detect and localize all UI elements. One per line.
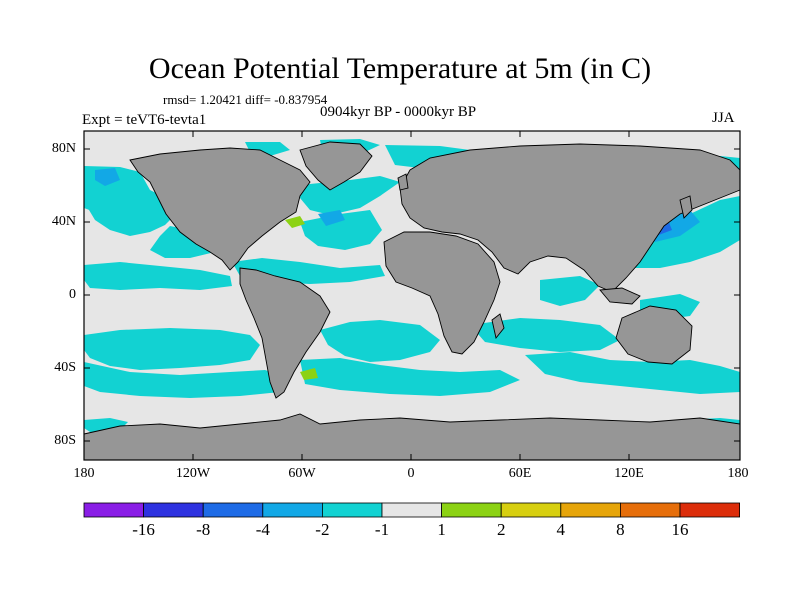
lon-tick-120w: 120W — [175, 466, 211, 481]
lat-tick-80s: 80S — [54, 433, 76, 448]
south-america — [239, 267, 331, 399]
madagascar — [491, 313, 505, 340]
north-america — [129, 147, 311, 271]
lon-tick-60w: 60W — [288, 466, 316, 481]
australia — [615, 305, 693, 365]
colorbar-box-9 — [620, 502, 681, 518]
colorbar-box-5 — [381, 502, 442, 518]
stats-line: rmsd= 1.20421 diff= -0.837954 — [163, 92, 328, 107]
land-masses — [83, 141, 741, 461]
lon-tick-0: 0 — [407, 466, 415, 481]
colorbar-label: 1 — [437, 520, 446, 539]
experiment-label: Expt = teVT6-tevta1 — [82, 112, 207, 128]
colorbar-box-0 — [83, 502, 144, 518]
colorbar-box-10 — [679, 502, 740, 518]
greenland — [299, 141, 373, 191]
colorbar-label: -8 — [196, 520, 211, 539]
colorbar-label: 4 — [556, 520, 566, 539]
colorbar — [83, 502, 740, 518]
period-label: 0904kyr BP - 0000kyr BP — [320, 104, 477, 120]
eurasia — [399, 143, 741, 293]
lon-tick-marks — [83, 131, 741, 460]
lat-tick-40s: 40S — [54, 360, 76, 375]
lon-tick-180w: 180 — [73, 466, 95, 481]
lat-tick-0: 0 — [69, 287, 76, 302]
lat-tick-marks — [84, 148, 740, 442]
colorbar-label: -1 — [374, 520, 390, 539]
colorbar-label: -2 — [315, 520, 330, 539]
lat-tick-80n: 80N — [51, 141, 76, 156]
colorbar-box-2 — [202, 502, 264, 518]
season-label: JJA — [712, 110, 735, 126]
lon-tick-60e: 60E — [508, 466, 532, 481]
africa — [383, 231, 501, 355]
colorbar-label: -16 — [132, 520, 155, 539]
lat-tick-40n: 40N — [51, 214, 76, 229]
colorbar-box-1 — [143, 502, 204, 518]
colorbar-label: -4 — [255, 520, 270, 539]
colorbar-box-8 — [560, 502, 621, 518]
antarctica — [83, 413, 741, 461]
colorbar-box-7 — [500, 502, 562, 518]
colorbar-box-4 — [321, 502, 383, 518]
colorbar-label: 8 — [616, 520, 625, 539]
colorbar-box-6 — [441, 502, 502, 518]
map-title: Ocean Potential Temperature at 5m (in C) — [148, 52, 652, 85]
lon-tick-180e: 180 — [727, 466, 749, 481]
british-isles — [397, 173, 409, 191]
maritime-continent — [599, 287, 641, 305]
lon-tick-120e: 120E — [614, 466, 644, 481]
colorbar-label: 2 — [496, 520, 506, 539]
colorbar-label: 16 — [671, 520, 689, 539]
japan — [679, 195, 693, 219]
colorbar-box-3 — [262, 502, 323, 518]
